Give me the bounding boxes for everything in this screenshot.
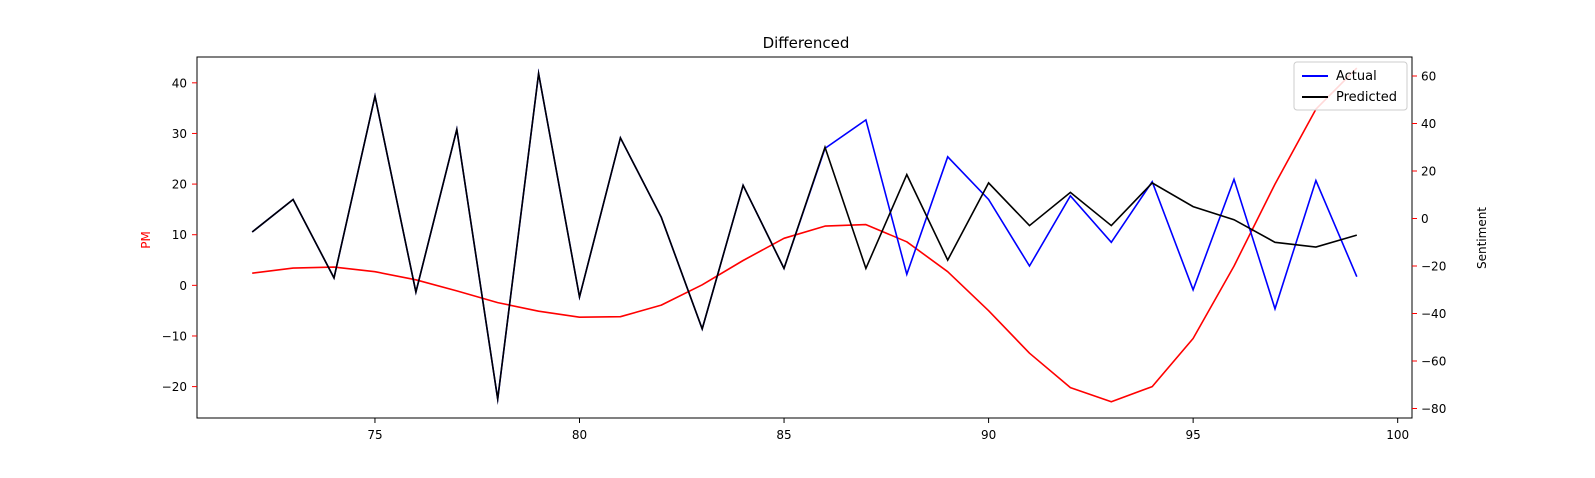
legend-predicted-label: Predicted <box>1336 90 1397 105</box>
y-axis-label-left: PM <box>139 231 153 249</box>
y-right-tick-label: 60 <box>1421 70 1436 84</box>
y-left-tick-label: 40 <box>172 76 187 90</box>
x-tick-label: 80 <box>572 428 587 442</box>
predicted-series-line <box>251 68 1358 405</box>
y-right-tick-label: 20 <box>1421 165 1436 179</box>
y-left-tick-label: 20 <box>172 178 187 192</box>
legend-actual-label: Actual <box>1336 69 1377 84</box>
x-tick-label: 100 <box>1386 428 1409 442</box>
y-right-tick-label: −60 <box>1421 355 1446 369</box>
plot-area <box>251 67 1358 405</box>
y-left-tick-label: −20 <box>162 380 187 394</box>
axes: 75 80 85 90 95 100 −20 −10 0 10 20 30 40 −80 −60 −40 −20… <box>162 56 1446 442</box>
y-left-tick-label: 10 <box>172 228 187 242</box>
y-right-tick-label: −40 <box>1421 307 1446 321</box>
x-tick-label: 75 <box>367 428 382 442</box>
y-right-tick-label: 0 <box>1421 212 1429 226</box>
y-right-tick-label: −80 <box>1421 402 1446 416</box>
x-tick-label: 90 <box>981 428 996 442</box>
pm-series-line <box>252 67 1358 403</box>
x-tick-label: 95 <box>1185 428 1200 442</box>
y-left-tick-label: 30 <box>172 127 187 141</box>
legend: Actual Predicted <box>1293 61 1408 111</box>
y-right-tick-label: 40 <box>1421 117 1436 131</box>
y-left-tick-label: 0 <box>179 279 187 293</box>
y-axis-label-right: Sentiment <box>1475 207 1489 269</box>
y-left-tick-label: −10 <box>162 329 187 343</box>
y-right-tick-label: −20 <box>1421 260 1446 274</box>
chart-title: Differenced <box>763 34 850 52</box>
x-tick-label: 85 <box>776 428 791 442</box>
axes-frame <box>196 56 1413 419</box>
